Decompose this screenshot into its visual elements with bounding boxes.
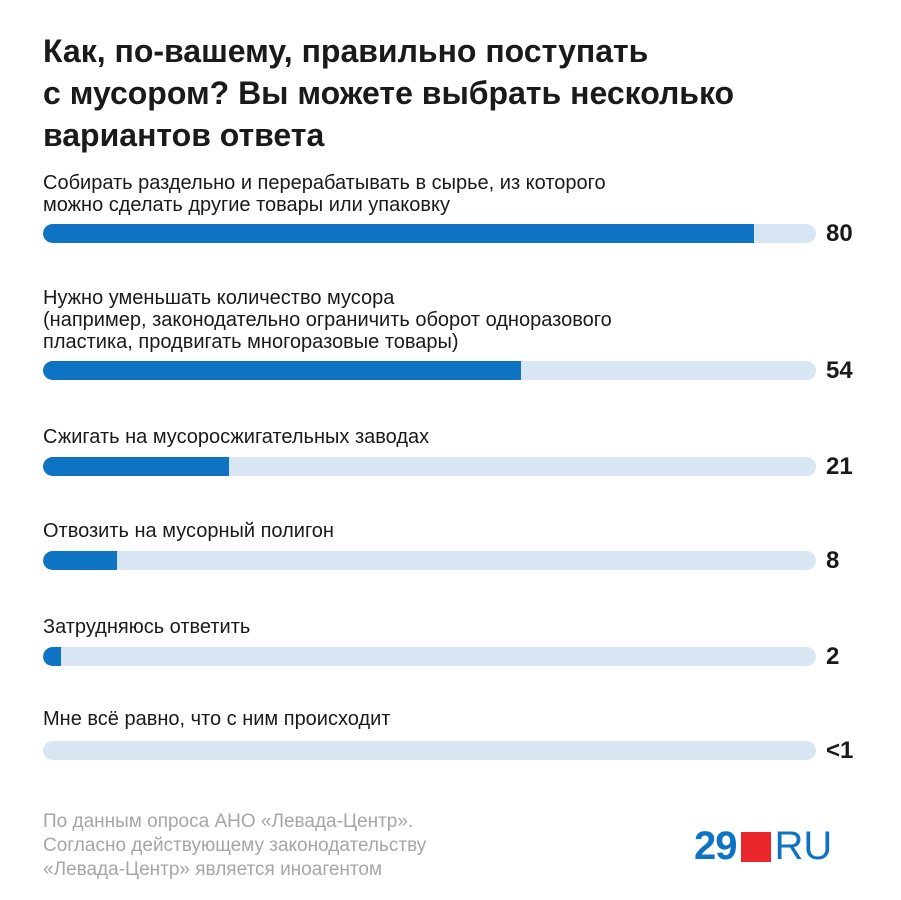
- bar-track: [43, 647, 816, 666]
- bar: [43, 224, 754, 243]
- bar-value-label: 8: [826, 547, 840, 574]
- bar-label: Отвозить на мусорный полигон: [43, 520, 334, 542]
- chart-title: Как, по-вашему, правильно поступать с му…: [43, 33, 735, 153]
- bar-value-label: 21: [826, 453, 853, 480]
- bar-track: [43, 224, 816, 243]
- bar-label: Затрудняюсь ответить: [43, 616, 251, 638]
- bar-value-label: 80: [826, 220, 853, 247]
- bar-track: [43, 457, 816, 476]
- bar-label: Сжигать на мусоросжигательных заводах: [43, 426, 430, 448]
- bar: [43, 457, 229, 476]
- source-note: По данным опроса АНО «Левада-Центр». Сог…: [43, 811, 427, 880]
- bar-track: [43, 361, 816, 380]
- bar-value-label: 2: [826, 643, 840, 670]
- bar: [43, 361, 521, 380]
- site-logo[interactable]: 29 RU: [694, 826, 832, 866]
- bar: [43, 551, 117, 570]
- bar-label: Собирать раздельно и перерабатывать в сы…: [43, 172, 606, 216]
- bar-value-label: <1: [826, 737, 854, 764]
- logo-suffix: RU: [774, 824, 833, 868]
- bar-track: [43, 741, 816, 760]
- bar-value-label: 54: [826, 357, 853, 384]
- logo-red-square-icon: [740, 832, 771, 862]
- bar: [43, 647, 61, 666]
- bar-track: [43, 551, 816, 570]
- bar-label: Нужно уменьшать количество мусора (напри…: [43, 287, 612, 353]
- logo-number: 29: [694, 824, 737, 868]
- bar-label: Мне всё равно, что с ним происходит: [43, 708, 391, 730]
